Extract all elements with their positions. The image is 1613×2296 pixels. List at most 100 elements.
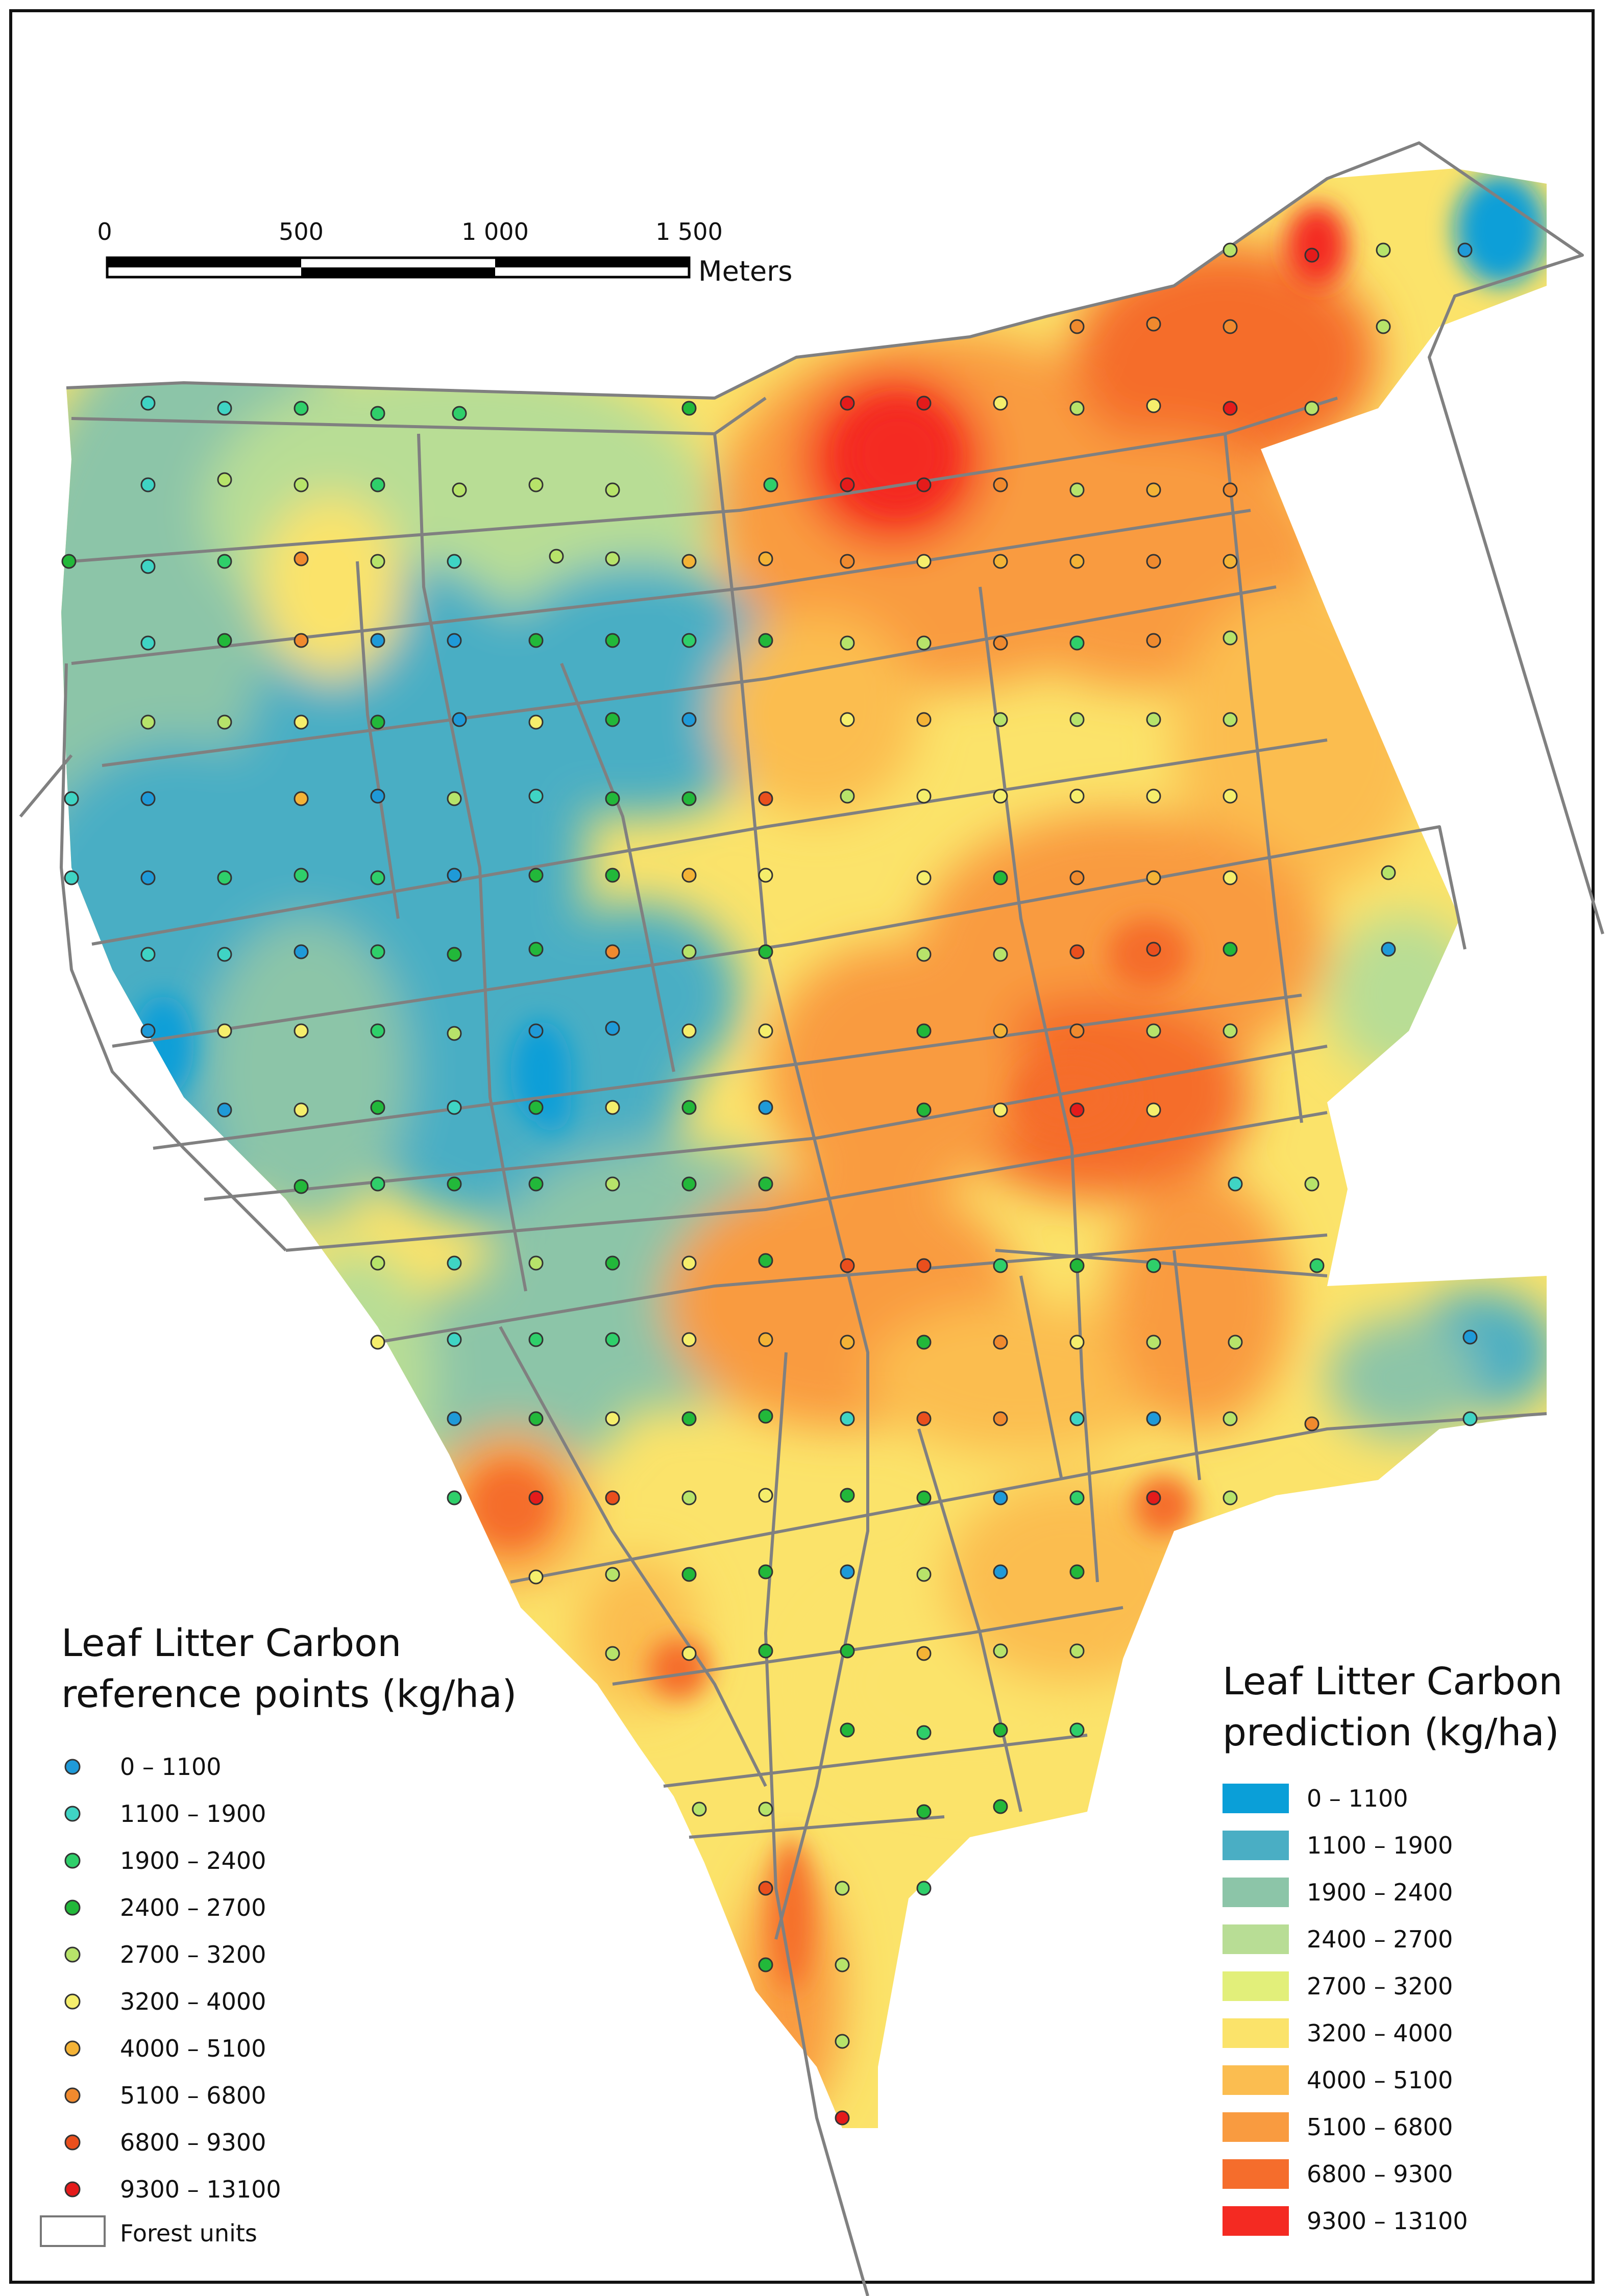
reference-point[interactable]	[1069, 401, 1085, 416]
reference-point[interactable]	[1069, 1023, 1085, 1039]
reference-point[interactable]	[528, 714, 544, 730]
reference-point[interactable]	[370, 870, 385, 885]
reference-point[interactable]	[1223, 942, 1238, 957]
reference-point[interactable]	[1146, 788, 1161, 804]
reference-point[interactable]	[681, 1176, 697, 1192]
reference-point[interactable]	[840, 1335, 855, 1350]
reference-point[interactable]	[916, 554, 932, 569]
reference-point[interactable]	[370, 554, 385, 569]
reference-point[interactable]	[681, 633, 697, 648]
reference-point[interactable]	[528, 868, 544, 883]
reference-point[interactable]	[1146, 1102, 1161, 1118]
reference-point[interactable]	[1381, 865, 1396, 880]
reference-point[interactable]	[1069, 319, 1085, 334]
reference-point[interactable]	[217, 947, 232, 962]
reference-point[interactable]	[140, 870, 156, 885]
reference-point[interactable]	[916, 1881, 932, 1896]
reference-point[interactable]	[1223, 554, 1238, 569]
reference-point[interactable]	[1069, 1564, 1085, 1579]
reference-point[interactable]	[1304, 248, 1319, 263]
reference-point[interactable]	[1146, 1258, 1161, 1273]
reference-point[interactable]	[447, 791, 462, 806]
reference-point[interactable]	[681, 712, 697, 727]
reference-point[interactable]	[370, 1255, 385, 1271]
reference-point[interactable]	[447, 1026, 462, 1041]
reference-point[interactable]	[681, 1255, 697, 1271]
reference-point[interactable]	[916, 788, 932, 804]
reference-point[interactable]	[370, 1023, 385, 1039]
reference-point[interactable]	[217, 401, 232, 416]
reference-point[interactable]	[993, 1411, 1008, 1426]
reference-point[interactable]	[1069, 1411, 1085, 1426]
reference-point[interactable]	[447, 1490, 462, 1505]
reference-point[interactable]	[993, 554, 1008, 569]
reference-point[interactable]	[1223, 482, 1238, 498]
reference-point[interactable]	[758, 551, 773, 566]
reference-point[interactable]	[140, 947, 156, 962]
reference-point[interactable]	[528, 788, 544, 804]
reference-point[interactable]	[528, 942, 544, 957]
reference-point[interactable]	[993, 635, 1008, 651]
reference-point[interactable]	[294, 791, 309, 806]
reference-point[interactable]	[835, 2034, 850, 2049]
reference-point[interactable]	[758, 1253, 773, 1268]
reference-point[interactable]	[217, 1023, 232, 1039]
reference-point[interactable]	[294, 944, 309, 959]
reference-point[interactable]	[294, 714, 309, 730]
reference-point[interactable]	[1462, 1411, 1478, 1426]
reference-point[interactable]	[835, 1957, 850, 1972]
reference-point[interactable]	[447, 1100, 462, 1115]
reference-point[interactable]	[1146, 398, 1161, 413]
reference-point[interactable]	[993, 1490, 1008, 1505]
reference-point[interactable]	[140, 635, 156, 651]
reference-point[interactable]	[1069, 712, 1085, 727]
reference-point[interactable]	[528, 1569, 544, 1585]
reference-point[interactable]	[528, 1023, 544, 1039]
reference-point[interactable]	[840, 1258, 855, 1273]
reference-point[interactable]	[1223, 712, 1238, 727]
reference-point[interactable]	[840, 1411, 855, 1426]
reference-point[interactable]	[840, 477, 855, 492]
reference-point[interactable]	[447, 1332, 462, 1347]
reference-point[interactable]	[605, 1567, 620, 1582]
reference-point[interactable]	[1228, 1176, 1243, 1192]
reference-point[interactable]	[1069, 1335, 1085, 1350]
reference-point[interactable]	[993, 396, 1008, 411]
reference-point[interactable]	[692, 1801, 707, 1817]
reference-point[interactable]	[993, 947, 1008, 962]
reference-point[interactable]	[528, 1100, 544, 1115]
reference-point[interactable]	[758, 1409, 773, 1424]
reference-point[interactable]	[993, 712, 1008, 727]
reference-point[interactable]	[1223, 630, 1238, 646]
reference-point[interactable]	[370, 944, 385, 959]
reference-point[interactable]	[1223, 1411, 1238, 1426]
reference-point[interactable]	[1223, 242, 1238, 258]
reference-point[interactable]	[452, 482, 467, 498]
reference-point[interactable]	[1069, 1722, 1085, 1738]
reference-point[interactable]	[605, 1411, 620, 1426]
reference-point[interactable]	[916, 1804, 932, 1819]
reference-point[interactable]	[1376, 319, 1391, 334]
reference-point[interactable]	[840, 1722, 855, 1738]
reference-point[interactable]	[1146, 942, 1161, 957]
reference-point[interactable]	[605, 868, 620, 883]
reference-point[interactable]	[447, 633, 462, 648]
reference-point[interactable]	[1146, 1411, 1161, 1426]
reference-point[interactable]	[217, 870, 232, 885]
reference-point[interactable]	[370, 1335, 385, 1350]
reference-point[interactable]	[1457, 242, 1473, 258]
reference-point[interactable]	[1146, 1490, 1161, 1505]
reference-point[interactable]	[1069, 482, 1085, 498]
reference-point[interactable]	[294, 551, 309, 566]
reference-point[interactable]	[758, 944, 773, 959]
reference-point[interactable]	[916, 1411, 932, 1426]
reference-point[interactable]	[217, 714, 232, 730]
reference-point[interactable]	[549, 549, 564, 564]
reference-point[interactable]	[605, 1100, 620, 1115]
reference-point[interactable]	[916, 1646, 932, 1661]
reference-point[interactable]	[758, 1564, 773, 1579]
reference-point[interactable]	[370, 788, 385, 804]
reference-point[interactable]	[916, 712, 932, 727]
reference-point[interactable]	[294, 1179, 309, 1194]
reference-point[interactable]	[993, 1799, 1008, 1814]
